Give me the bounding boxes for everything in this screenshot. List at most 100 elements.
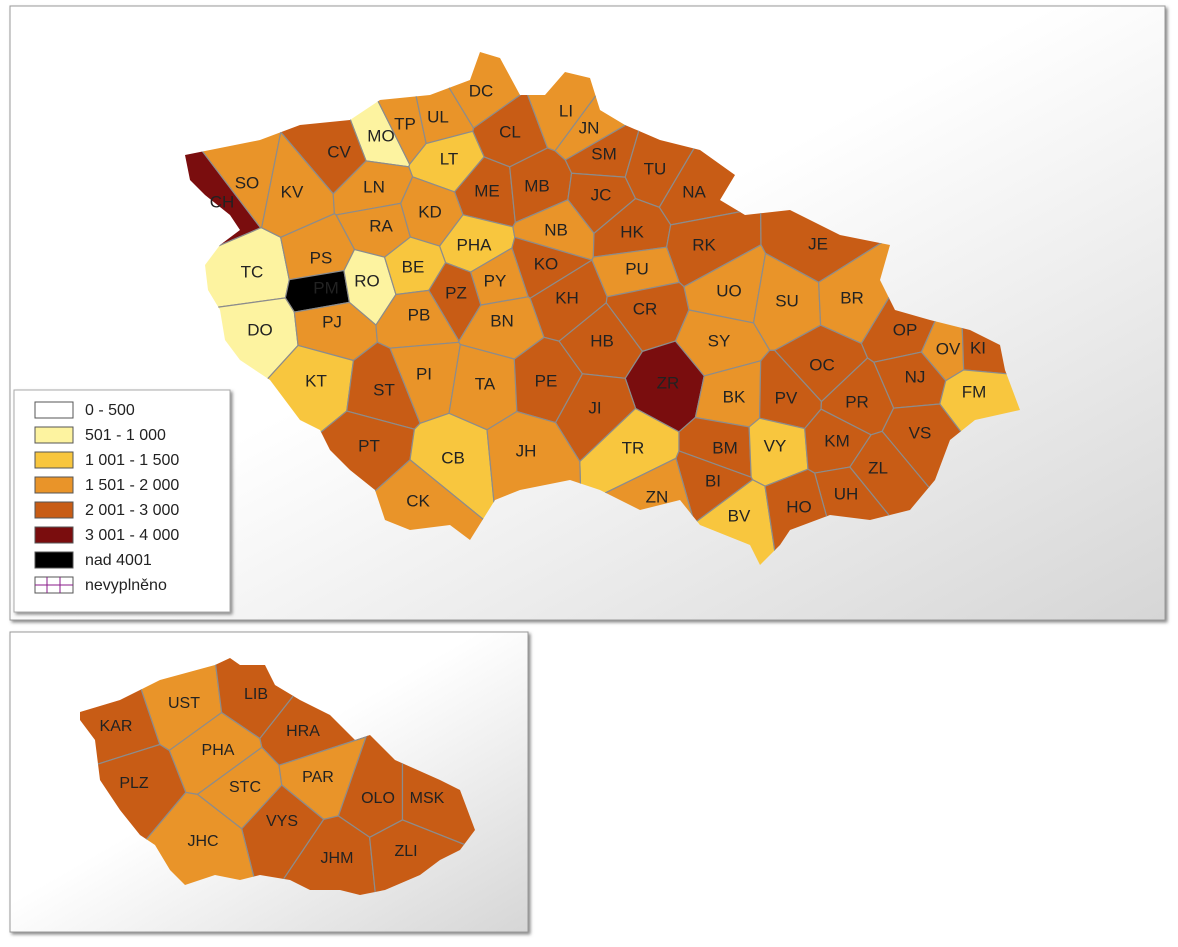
area-label: JHC [187,833,218,850]
area-label: PV [775,388,798,407]
area-label: SU [775,291,799,310]
area-label: NB [544,220,568,239]
area-label: SY [708,331,731,350]
area-label: OC [809,355,835,374]
area-label: PHA [202,742,235,759]
area-label: TC [241,262,264,281]
area-label: PM [313,278,339,297]
area-label: HO [786,497,812,516]
legend: 0 - 500 501 - 1 000 1 001 - 1 500 1 501 - 2… [34,401,179,594]
area-label: LIB [244,686,268,703]
area-label: LI [559,101,573,120]
area-label: SO [235,173,260,192]
area-label: CH [210,192,235,211]
area-label: BN [490,311,514,330]
area-label: CK [406,491,430,510]
area-label: PJ [322,312,342,331]
area-label: OP [893,320,918,339]
area-label: PAR [302,769,334,786]
area-label: PE [535,371,558,390]
area [80,791,263,895]
area-label: PR [845,392,869,411]
area-label: TA [475,374,496,393]
area-label: UL [427,107,449,126]
area-label: ZL [868,458,888,477]
area-label: PT [358,436,380,455]
area-label: BK [723,387,746,406]
legend-swatch [34,526,74,544]
legend-swatch [34,476,74,494]
area-label: SM [591,144,617,163]
area-label: TP [394,114,416,133]
area-label: JH [516,441,537,460]
area-label: MSK [410,790,445,807]
legend-swatch [34,451,74,469]
legend-label: 0 - 500 [85,402,135,419]
area-label: NJ [905,367,926,386]
area-label: UO [716,281,742,300]
area-label: KAR [100,718,133,735]
area-label: BM [712,438,738,457]
area-label: PU [625,259,649,278]
area-label: KO [534,254,559,273]
area-label: VY [764,436,787,455]
area-label: MB [524,176,550,195]
area-label: LN [363,177,385,196]
area-label: PLZ [119,775,149,792]
area-label: RA [369,216,393,235]
legend-label: nad 4001 [85,552,152,569]
area-label: PI [416,364,432,383]
area-label: CR [633,299,658,318]
area-label: JI [588,398,601,417]
area-label: PY [484,271,507,290]
area-label: DO [247,320,273,339]
area-label: CV [327,142,351,161]
legend-label: 1 001 - 1 500 [85,452,179,469]
legend-label: nevyplněno [85,577,167,594]
area-label: ST [373,380,395,399]
area-label: KD [418,202,442,221]
legend-label: 1 501 - 2 000 [85,477,179,494]
area-label: HK [620,222,644,241]
area-label: CL [499,122,521,141]
area-label: ME [474,181,500,200]
area-label: TU [644,159,667,178]
area-label: NA [682,182,706,201]
area-label: CB [441,448,465,467]
area-label: TR [622,438,645,457]
area-label: KM [824,431,850,450]
area-label: PHA [457,235,493,254]
area-label: KH [555,288,579,307]
area-label: BI [705,471,721,490]
legend-swatch [34,501,74,519]
area-label: RO [354,271,380,290]
legend-label: 501 - 1 000 [85,427,166,444]
legend-swatch [34,551,74,569]
area-label: JN [579,118,600,137]
legend-swatch [34,401,74,419]
area-label: FM [962,382,987,401]
area-label: ZLI [394,843,417,860]
area-label: DC [469,81,494,100]
area-label: VS [909,423,932,442]
area-label: JE [808,234,828,253]
area-label: BE [402,257,425,276]
area-label: VYS [266,813,298,830]
area-label: OV [936,339,961,358]
area-label: PB [408,305,431,324]
legend-swatch [34,426,74,444]
area-label: JC [591,185,612,204]
area-label: HRA [286,723,320,740]
area-label: ZN [646,487,669,506]
area-label: BR [840,288,864,307]
area-label: ZR [657,373,680,392]
area-label: BV [728,506,751,525]
area-label: UST [168,695,200,712]
area-label: MO [367,126,394,145]
area-label: PZ [445,283,467,302]
area-label: UH [834,484,859,503]
area-label: RK [692,235,716,254]
area-label: STC [229,779,261,796]
